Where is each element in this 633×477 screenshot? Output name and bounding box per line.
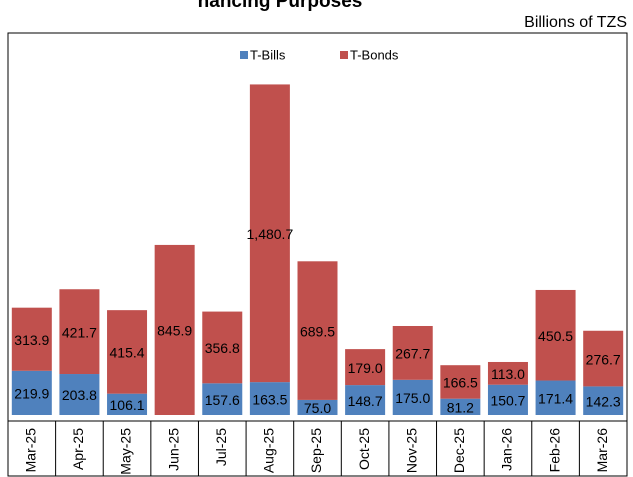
- plot-frame: [7, 32, 628, 477]
- bar-segment: [107, 393, 148, 415]
- legend-label: T-Bonds: [350, 47, 399, 62]
- x-tick-label: Aug-25: [261, 428, 277, 473]
- value-label: 179.0: [348, 360, 383, 376]
- value-label: 845.9: [157, 323, 192, 339]
- bar-segment: [583, 330, 624, 387]
- bar-segment: [107, 310, 148, 394]
- legend-label: T-Bills: [250, 47, 286, 62]
- value-label: 75.0: [304, 400, 331, 416]
- bar-segment: [392, 325, 433, 380]
- chart-subtitle: Billions of TZS: [524, 14, 627, 31]
- value-label: 267.7: [395, 346, 430, 362]
- bar-segment: [440, 365, 481, 399]
- bar-segment: [535, 380, 576, 415]
- bar-segment: [11, 307, 52, 371]
- x-tick-label: May-25: [118, 428, 134, 475]
- value-label: 106.1: [110, 397, 145, 413]
- bar-segment: [487, 361, 528, 385]
- x-tick-label: Mar-25: [23, 428, 39, 473]
- bar-segment: [345, 385, 386, 415]
- bar-segment: [11, 370, 52, 415]
- bar-segment: [535, 289, 576, 381]
- x-tick-label: Dec-25: [451, 428, 467, 473]
- value-label: 450.5: [538, 328, 573, 344]
- bar-segment: [392, 379, 433, 415]
- bar-segment: [59, 374, 100, 415]
- bar-segment: [249, 84, 290, 383]
- value-label: 166.5: [443, 375, 478, 391]
- x-tick-label: Feb-26: [546, 428, 562, 473]
- x-tick-label: Sep-25: [308, 428, 324, 473]
- value-label: 689.5: [300, 323, 335, 339]
- x-tick-label: Jun-25: [165, 428, 181, 471]
- value-label: 1,480.7: [247, 226, 294, 242]
- bar-segment: [202, 383, 243, 415]
- chart-title: nancing Purposes: [198, 0, 363, 12]
- value-label: 171.4: [538, 390, 573, 406]
- legend-swatch: [340, 51, 348, 59]
- value-label: 421.7: [62, 324, 97, 340]
- value-label: 148.7: [348, 393, 383, 409]
- value-label: 113.0: [491, 366, 525, 382]
- bar-segment: [59, 289, 100, 375]
- value-label: 203.8: [62, 387, 97, 403]
- bar-segment: [202, 311, 243, 384]
- value-label: 157.6: [205, 392, 240, 408]
- bar-segment: [583, 386, 624, 415]
- value-label: 276.7: [586, 351, 621, 367]
- x-tick-label: Oct-25: [356, 428, 372, 470]
- value-label: 356.8: [205, 340, 240, 356]
- bar-segment: [297, 399, 338, 415]
- x-tick-label: Nov-25: [403, 428, 419, 473]
- value-label: 175.0: [395, 390, 430, 406]
- bar-segment: [440, 398, 481, 415]
- bar-segment: [297, 261, 338, 400]
- value-label: 142.3: [586, 393, 621, 409]
- value-label: 219.9: [14, 386, 49, 402]
- bar-segment: [249, 382, 290, 415]
- bar-segment: [154, 244, 195, 415]
- bar-segment: [345, 349, 386, 386]
- legend-swatch: [240, 51, 248, 59]
- value-label: 313.9: [14, 332, 49, 348]
- x-tick-label: Jul-25: [213, 428, 229, 466]
- x-tick-label: Jan-26: [499, 428, 515, 471]
- value-label: 150.7: [490, 393, 525, 409]
- x-tick-label: Mar-26: [594, 428, 610, 473]
- value-label: 81.2: [447, 400, 474, 416]
- value-label: 415.4: [110, 345, 145, 361]
- x-tick-label: Apr-25: [70, 428, 86, 470]
- value-label: 163.5: [252, 391, 287, 407]
- bar-segment: [487, 384, 528, 415]
